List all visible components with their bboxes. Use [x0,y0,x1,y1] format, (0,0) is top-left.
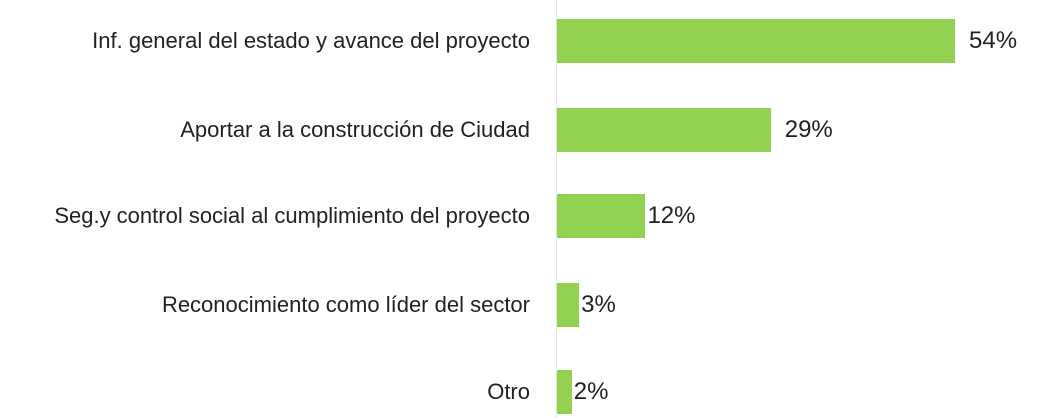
bar [557,370,572,414]
bar [557,108,771,152]
bar [557,283,580,327]
axis-line [556,0,557,418]
category-label: Reconocimiento como líder del sector [161,292,530,317]
value-label: 29% [784,116,833,143]
value-label: 54% [969,27,1018,54]
value-label: 3% [581,291,616,318]
category-label: Inf. general del estado y avance del pro… [92,28,530,53]
category-label: Aportar a la construcción de Ciudad [180,117,530,142]
value-label: 2% [573,378,609,405]
bar [557,194,646,238]
bar [557,19,955,63]
category-label: Otro [487,379,530,404]
category-label: Seg.y control social al cumplimiento del… [54,203,530,228]
value-label: 12% [647,202,696,229]
